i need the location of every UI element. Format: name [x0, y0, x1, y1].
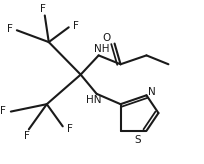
- Text: O: O: [102, 33, 110, 43]
- Text: N: N: [147, 87, 155, 97]
- Text: F: F: [24, 131, 30, 141]
- Text: NH: NH: [93, 44, 109, 54]
- Text: HN: HN: [85, 95, 101, 105]
- Text: F: F: [40, 4, 45, 14]
- Text: F: F: [7, 24, 13, 34]
- Text: F: F: [0, 106, 6, 116]
- Text: S: S: [134, 135, 140, 145]
- Text: F: F: [73, 21, 79, 31]
- Text: F: F: [67, 123, 73, 133]
